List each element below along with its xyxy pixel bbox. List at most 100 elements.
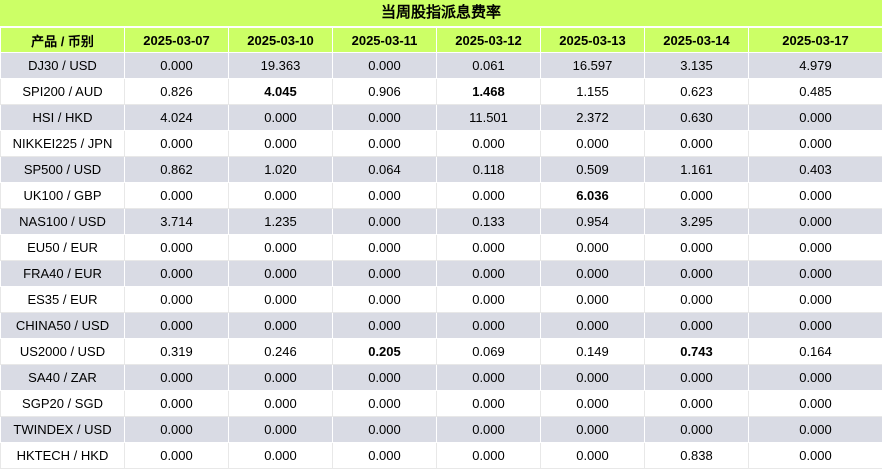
rate-cell: 1.235 [228, 208, 333, 235]
rate-cell: 0.000 [124, 390, 229, 417]
product-cell: FRA40 / EUR [0, 260, 125, 287]
rate-cell: 0.000 [644, 130, 749, 157]
rate-cell: 0.000 [332, 52, 437, 79]
rate-cell: 0.000 [540, 260, 645, 287]
rate-cell: 0.000 [332, 312, 437, 339]
product-cell: HSI / HKD [0, 104, 125, 131]
rate-cell: 0.069 [436, 338, 541, 365]
rate-cell: 0.000 [332, 104, 437, 131]
rate-cell: 0.000 [228, 312, 333, 339]
product-cell: CHINA50 / USD [0, 312, 125, 339]
rate-cell: 0.000 [644, 312, 749, 339]
rate-cell: 0.000 [436, 390, 541, 417]
rate-cell: 0.000 [644, 364, 749, 391]
rate-cell: 0.485 [748, 78, 882, 105]
product-cell: US2000 / USD [0, 338, 125, 365]
rate-cell: 19.363 [228, 52, 333, 79]
rate-cell: 0.000 [540, 364, 645, 391]
rate-cell: 0.630 [644, 104, 749, 131]
product-cell: NIKKEI225 / JPN [0, 130, 125, 157]
rate-cell: 0.000 [436, 442, 541, 469]
rate-cell: 1.161 [644, 156, 749, 183]
rate-cell: 0.000 [332, 208, 437, 235]
table-row: DJ30 / USD 0.000 19.363 0.000 0.061 16.597 3.1… [0, 52, 882, 79]
rate-cell: 0.000 [332, 442, 437, 469]
rate-cell: 0.000 [332, 234, 437, 261]
dividend-table: 产品 / 币别 2025-03-07 2025-03-10 2025-03-11… [0, 27, 882, 469]
rate-cell: 1.155 [540, 78, 645, 105]
header-date: 2025-03-17 [748, 27, 882, 53]
product-cell: EU50 / EUR [0, 234, 125, 261]
rate-cell: 4.024 [124, 104, 229, 131]
rate-cell: 1.468 [436, 78, 541, 105]
header-date: 2025-03-12 [436, 27, 541, 53]
rate-cell: 0.000 [748, 182, 882, 209]
rate-cell: 0.000 [540, 442, 645, 469]
rate-cell: 0.000 [332, 416, 437, 443]
product-cell: UK100 / GBP [0, 182, 125, 209]
rate-cell: 0.000 [436, 416, 541, 443]
rate-cell: 0.000 [748, 260, 882, 287]
rate-cell: 0.000 [436, 182, 541, 209]
table-row: HSI / HKD 4.024 0.000 0.000 11.501 2.372 0.630… [0, 104, 882, 131]
rate-cell: 4.045 [228, 78, 333, 105]
table-row: US2000 / USD 0.319 0.246 0.205 0.069 0.149 0.7… [0, 338, 882, 365]
rate-cell: 0.000 [124, 234, 229, 261]
product-cell: SPI200 / AUD [0, 78, 125, 105]
rate-cell: 4.979 [748, 52, 882, 79]
header-date: 2025-03-10 [228, 27, 333, 53]
rate-cell: 0.000 [124, 52, 229, 79]
rate-cell: 0.000 [540, 390, 645, 417]
rate-cell: 0.000 [644, 260, 749, 287]
rate-cell: 0.000 [228, 130, 333, 157]
rate-cell: 0.133 [436, 208, 541, 235]
rate-cell: 0.000 [332, 364, 437, 391]
table-row: HKTECH / HKD 0.000 0.000 0.000 0.000 0.000 0.8… [0, 442, 882, 469]
rate-cell: 0.000 [228, 234, 333, 261]
rate-cell: 0.000 [748, 104, 882, 131]
rate-cell: 0.000 [748, 442, 882, 469]
rate-cell: 0.205 [332, 338, 437, 365]
rate-cell: 3.135 [644, 52, 749, 79]
product-cell: ES35 / EUR [0, 286, 125, 313]
rate-cell: 0.000 [124, 182, 229, 209]
product-cell: SGP20 / SGD [0, 390, 125, 417]
table-row: UK100 / GBP 0.000 0.000 0.000 0.000 6.036 0.00… [0, 182, 882, 209]
rate-cell: 0.000 [644, 286, 749, 313]
header-date: 2025-03-14 [644, 27, 749, 53]
rate-cell: 0.061 [436, 52, 541, 79]
rate-cell: 0.826 [124, 78, 229, 105]
rate-cell: 0.000 [436, 234, 541, 261]
rate-cell: 0.000 [228, 442, 333, 469]
rate-cell: 0.000 [124, 286, 229, 313]
table-row: FRA40 / EUR 0.000 0.000 0.000 0.000 0.000 0.00… [0, 260, 882, 287]
rate-cell: 0.954 [540, 208, 645, 235]
rate-cell: 0.000 [124, 130, 229, 157]
rate-cell: 0.000 [228, 260, 333, 287]
rate-cell: 3.714 [124, 208, 229, 235]
rate-cell: 0.149 [540, 338, 645, 365]
rate-cell: 0.000 [540, 416, 645, 443]
rate-cell: 0.623 [644, 78, 749, 105]
table-row: SGP20 / SGD 0.000 0.000 0.000 0.000 0.000 0.00… [0, 390, 882, 417]
rate-cell: 0.000 [436, 260, 541, 287]
rate-cell: 0.000 [748, 208, 882, 235]
rate-cell: 0.000 [332, 130, 437, 157]
rate-cell: 0.000 [644, 416, 749, 443]
rate-cell: 0.000 [124, 312, 229, 339]
rate-cell: 0.000 [436, 130, 541, 157]
rate-cell: 0.000 [436, 312, 541, 339]
rate-cell: 16.597 [540, 52, 645, 79]
rate-cell: 0.000 [124, 416, 229, 443]
product-cell: TWINDEX / USD [0, 416, 125, 443]
header-date: 2025-03-11 [332, 27, 437, 53]
rate-cell: 0.403 [748, 156, 882, 183]
table-row: ES35 / EUR 0.000 0.000 0.000 0.000 0.000 0.000… [0, 286, 882, 313]
rate-cell: 0.000 [748, 130, 882, 157]
rate-cell: 0.000 [228, 104, 333, 131]
rate-cell: 0.000 [332, 286, 437, 313]
rate-cell: 0.000 [228, 182, 333, 209]
rate-cell: 0.246 [228, 338, 333, 365]
table-row: SP500 / USD 0.862 1.020 0.064 0.118 0.509 1.16… [0, 156, 882, 183]
